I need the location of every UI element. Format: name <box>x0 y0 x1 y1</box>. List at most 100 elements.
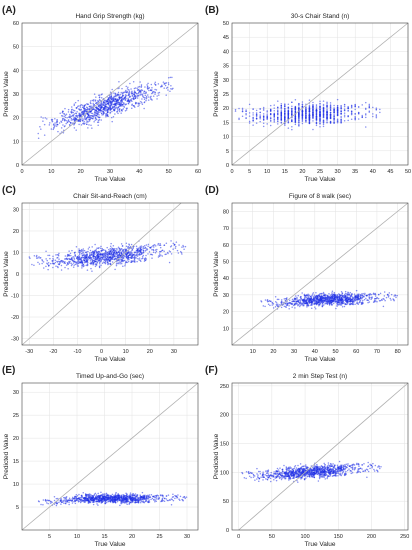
x-tick-label: -10 <box>73 349 81 355</box>
data-point <box>127 254 130 257</box>
data-point <box>81 112 84 115</box>
data-point <box>321 297 324 299</box>
data-point <box>70 264 73 267</box>
data-point <box>313 301 316 303</box>
data-point <box>127 86 129 88</box>
data-point <box>291 101 293 104</box>
data-point <box>262 108 265 110</box>
data-point <box>322 105 325 107</box>
data-point <box>287 114 290 116</box>
data-point <box>138 102 141 105</box>
x-tick-label: 30 <box>184 534 190 540</box>
data-point <box>354 108 356 111</box>
data-point <box>312 292 315 294</box>
data-point <box>328 292 330 295</box>
data-point <box>287 109 290 111</box>
data-point <box>137 94 140 97</box>
data-point <box>322 125 325 128</box>
data-point <box>291 107 293 110</box>
data-point <box>82 122 84 125</box>
data-point <box>312 104 314 106</box>
data-point <box>126 256 128 259</box>
data-point <box>76 115 79 117</box>
data-point <box>343 112 346 114</box>
data-point <box>60 259 62 262</box>
data-point <box>275 302 278 304</box>
data-point <box>177 494 179 496</box>
data-point <box>157 92 159 94</box>
data-point <box>182 244 184 247</box>
data-point <box>87 494 89 496</box>
data-point <box>143 247 145 250</box>
data-point <box>363 298 366 301</box>
data-point <box>125 254 128 257</box>
y-tick-label: 80 <box>223 209 229 215</box>
data-point <box>137 502 140 504</box>
data-point <box>356 301 359 303</box>
data-point <box>113 248 115 250</box>
data-point <box>140 500 143 502</box>
data-point <box>124 96 127 98</box>
x-tick-label: 15 <box>101 534 107 540</box>
data-point <box>315 110 318 113</box>
data-point <box>86 119 88 121</box>
data-point <box>95 106 97 108</box>
data-point <box>347 291 349 294</box>
x-tick-label: 50 <box>332 349 338 355</box>
data-point <box>355 289 358 292</box>
data-point <box>130 88 132 90</box>
y-axis-label: Predicted Value <box>3 251 10 297</box>
data-point <box>336 105 339 107</box>
data-point <box>393 299 395 302</box>
data-point <box>125 107 128 110</box>
data-point <box>38 256 40 258</box>
data-point <box>310 299 313 302</box>
data-point <box>87 248 90 250</box>
data-point <box>338 297 341 300</box>
data-point <box>255 117 258 120</box>
data-point <box>55 254 57 256</box>
data-point <box>319 111 321 114</box>
data-point <box>306 302 308 305</box>
data-point <box>144 94 147 97</box>
data-point <box>135 257 137 259</box>
data-point <box>98 96 101 99</box>
data-point <box>90 107 92 109</box>
data-point <box>167 77 170 79</box>
x-tick-label: 20 <box>147 349 153 355</box>
data-point <box>368 293 370 296</box>
data-point <box>184 245 187 248</box>
data-point <box>333 109 335 111</box>
data-point <box>109 112 111 114</box>
data-point <box>340 299 343 302</box>
data-point <box>372 113 374 115</box>
data-point <box>365 294 367 297</box>
x-tick-label: 50 <box>166 169 172 175</box>
data-point <box>117 106 119 109</box>
data-point <box>155 498 158 500</box>
data-point <box>390 299 392 301</box>
data-point <box>274 295 277 298</box>
data-point <box>131 95 134 97</box>
data-point <box>123 105 125 107</box>
data-point <box>91 251 93 254</box>
data-point <box>127 88 130 91</box>
y-tick-label: 10 <box>223 135 229 141</box>
data-point <box>117 262 119 265</box>
data-point <box>141 101 143 104</box>
data-point <box>90 124 92 127</box>
data-point <box>252 108 254 110</box>
data-point <box>68 497 71 499</box>
data-point <box>145 91 147 93</box>
data-point <box>139 501 142 504</box>
data-point <box>302 298 304 301</box>
y-tick-label: 60 <box>13 21 19 27</box>
data-point <box>179 499 181 501</box>
data-point <box>333 113 335 116</box>
data-point <box>116 109 119 111</box>
data-point <box>288 299 291 301</box>
data-point <box>340 304 343 306</box>
data-point <box>339 298 342 301</box>
x-tick-label: 5 <box>48 534 51 540</box>
data-point <box>284 103 286 106</box>
